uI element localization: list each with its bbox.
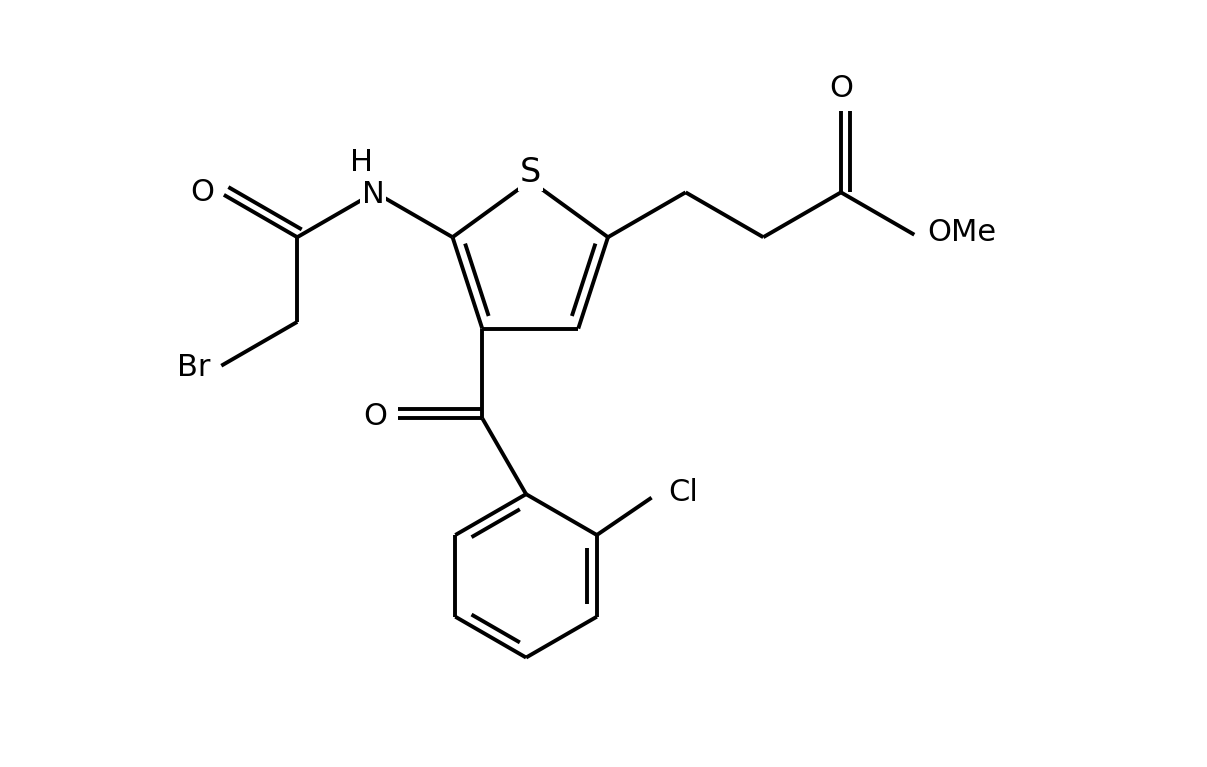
Text: O: O <box>363 402 387 431</box>
Text: O: O <box>829 74 853 104</box>
Text: O: O <box>189 179 214 207</box>
Text: N: N <box>362 179 384 209</box>
Text: S: S <box>520 156 541 189</box>
Text: Br: Br <box>176 354 210 382</box>
Text: H: H <box>350 148 373 177</box>
Text: OMe: OMe <box>927 218 997 247</box>
Text: Cl: Cl <box>669 478 699 507</box>
